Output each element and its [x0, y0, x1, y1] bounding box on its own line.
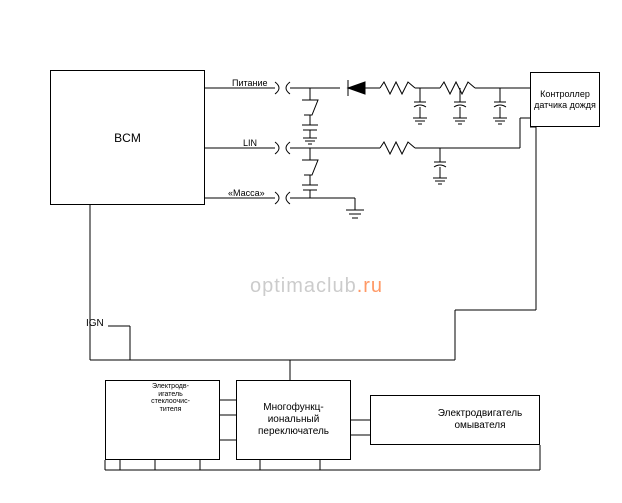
watermark-orange: .ru: [357, 275, 383, 297]
washer-motor-block: Электродвигатель омывателя: [370, 395, 540, 445]
watermark: optimaclub.ru: [250, 275, 383, 298]
watermark-gray: optimaclub: [250, 275, 357, 297]
rain-controller-label: Контроллер датчика дождя: [533, 89, 597, 110]
bcm-block: BCM: [50, 70, 205, 205]
power-label: Питание: [232, 78, 268, 88]
lin-label: LIN: [243, 138, 257, 148]
multifunction-switch-label: Многофункц- иональный переключатель: [241, 402, 346, 438]
bcm-label: BCM: [114, 131, 141, 145]
ground-label: «Масса»: [228, 188, 265, 198]
washer-motor-label: Электродвигатель омывателя: [421, 408, 539, 432]
multifunction-switch-block: Многофункц- иональный переключатель: [236, 380, 351, 460]
ign-label: IGN: [86, 318, 104, 329]
rain-controller-block: Контроллер датчика дождя: [530, 72, 600, 127]
wiper-motor-label: Электродв- игатель стеклоочис- тителя: [143, 383, 198, 414]
